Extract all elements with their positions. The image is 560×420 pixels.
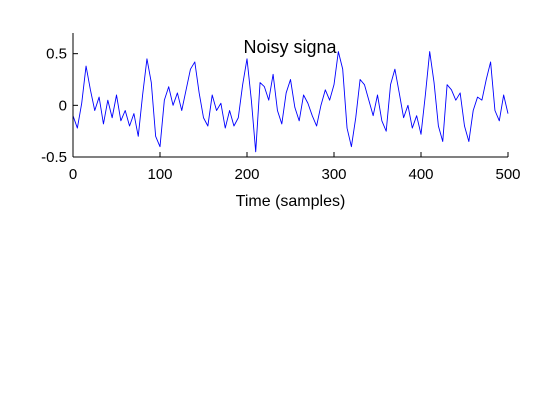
y-tick-label: 0: [59, 97, 67, 114]
x-tick-label: 100: [147, 166, 172, 183]
chart-title: Noisy signa: [243, 37, 337, 57]
x-tick-label: 200: [234, 166, 259, 183]
series-layer: [72, 51, 509, 153]
y-tick-label: -0.5: [41, 149, 67, 166]
series-line-signal: [72, 51, 509, 153]
x-tick-label: 400: [408, 166, 433, 183]
ticks: 0 100 200 300 400 500-0.500.5: [41, 46, 520, 183]
x-tick-label: 300: [321, 166, 346, 183]
y-tick-label: 0.5: [46, 46, 67, 63]
x-axis-label: Time (samples): [236, 193, 346, 210]
x-tick-label: 500: [495, 166, 520, 183]
x-tick-label: 0: [69, 166, 77, 183]
